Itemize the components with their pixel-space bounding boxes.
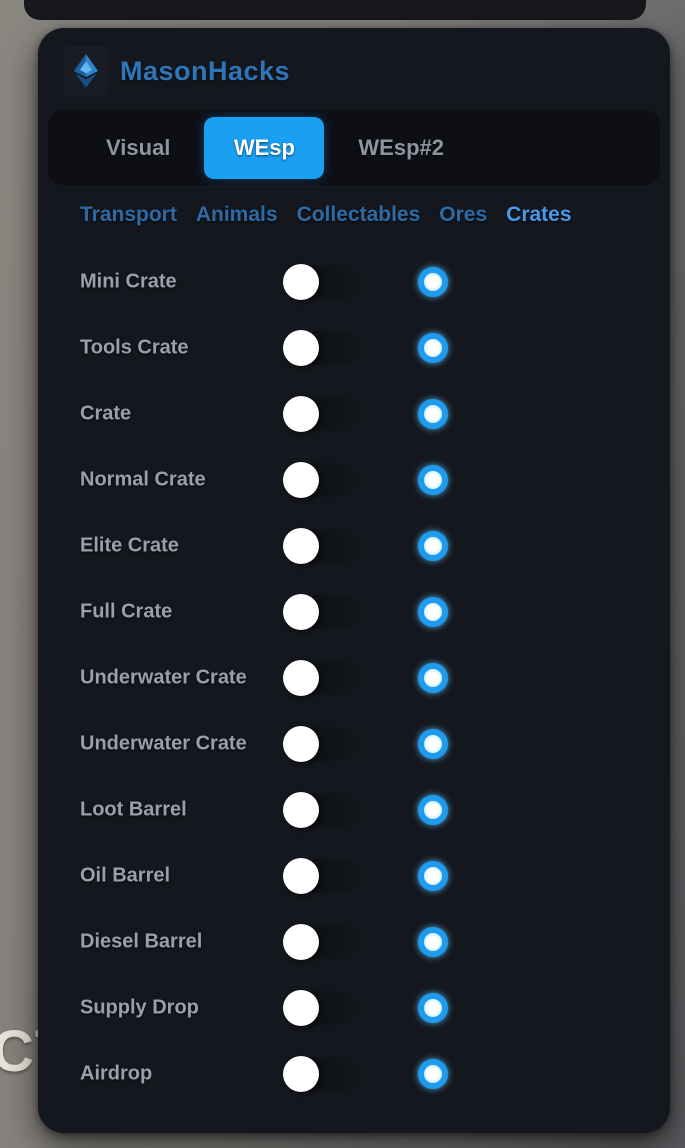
item-toggle[interactable] bbox=[283, 792, 360, 828]
item-color-picker[interactable] bbox=[418, 861, 448, 891]
app-title: MasonHacks bbox=[120, 55, 291, 86]
tab-wesp[interactable]: WEsp bbox=[204, 116, 325, 179]
list-item: Underwater Crate bbox=[38, 645, 670, 711]
toggle-knob bbox=[283, 858, 319, 894]
list-item: Diesel Barrel bbox=[38, 909, 670, 975]
toggle-knob bbox=[283, 990, 319, 1026]
item-toggle[interactable] bbox=[283, 990, 360, 1026]
item-color-picker[interactable] bbox=[418, 1059, 448, 1089]
esp-item-list: Mini Crate Tools Crate Crate Normal Crate El… bbox=[38, 249, 670, 1107]
toggle-knob bbox=[283, 594, 319, 630]
window-header: MasonHacks bbox=[64, 46, 290, 96]
item-toggle[interactable] bbox=[283, 462, 360, 498]
item-color-picker[interactable] bbox=[418, 267, 448, 297]
item-color-picker[interactable] bbox=[418, 333, 448, 363]
main-tab-bar: Visual WEsp WEsp#2 bbox=[48, 110, 660, 185]
toggle-knob bbox=[283, 330, 319, 366]
item-label: Diesel Barrel bbox=[80, 930, 203, 953]
subtab-animals[interactable]: Animals bbox=[195, 203, 278, 226]
item-toggle[interactable] bbox=[283, 924, 360, 960]
toggle-knob bbox=[283, 660, 319, 696]
item-toggle[interactable] bbox=[283, 264, 360, 300]
subtab-collectables[interactable]: Collectables bbox=[296, 203, 421, 226]
item-color-picker[interactable] bbox=[418, 993, 448, 1023]
item-label: Supply Drop bbox=[80, 996, 199, 1019]
list-item: Oil Barrel bbox=[38, 843, 670, 909]
list-item: Full Crate bbox=[38, 579, 670, 645]
item-toggle[interactable] bbox=[283, 726, 360, 762]
toggle-knob bbox=[283, 528, 319, 564]
item-toggle[interactable] bbox=[283, 528, 360, 564]
item-label: Mini Crate bbox=[80, 270, 177, 293]
background-window-edge bbox=[24, 0, 646, 20]
item-toggle[interactable] bbox=[283, 660, 360, 696]
list-item: Loot Barrel bbox=[38, 777, 670, 843]
item-label: Full Crate bbox=[80, 600, 173, 623]
list-item: Underwater Crate bbox=[38, 711, 670, 777]
list-item: Mini Crate bbox=[38, 249, 670, 315]
list-item: Tools Crate bbox=[38, 315, 670, 381]
item-toggle[interactable] bbox=[283, 594, 360, 630]
item-toggle[interactable] bbox=[283, 1056, 360, 1092]
item-label: Normal Crate bbox=[80, 468, 206, 491]
toggle-knob bbox=[283, 462, 319, 498]
item-label: Crate bbox=[80, 402, 132, 425]
tab-visual[interactable]: Visual bbox=[106, 134, 171, 160]
list-item: Airdrop bbox=[38, 1041, 670, 1107]
item-color-picker[interactable] bbox=[418, 399, 448, 429]
subtab-crates[interactable]: Crates bbox=[506, 203, 572, 226]
item-label: Oil Barrel bbox=[80, 864, 171, 887]
item-label: Underwater Crate bbox=[80, 732, 247, 755]
toggle-knob bbox=[283, 396, 319, 432]
tab-wesp-2[interactable]: WEsp#2 bbox=[358, 134, 445, 160]
list-item: Normal Crate bbox=[38, 447, 670, 513]
item-color-picker[interactable] bbox=[418, 597, 448, 627]
item-label: Airdrop bbox=[80, 1062, 153, 1085]
toggle-knob bbox=[283, 792, 319, 828]
item-color-picker[interactable] bbox=[418, 927, 448, 957]
item-color-picker[interactable] bbox=[418, 663, 448, 693]
masonhacks-window: MasonHacks Visual WEsp WEsp#2 Transport Ani… bbox=[38, 28, 670, 1133]
item-label: Loot Barrel bbox=[80, 798, 187, 821]
item-label: Elite Crate bbox=[80, 534, 179, 557]
subtab-transport[interactable]: Transport bbox=[80, 203, 177, 226]
item-color-picker[interactable] bbox=[418, 729, 448, 759]
toggle-knob bbox=[283, 264, 319, 300]
subtab-ores[interactable]: Ores bbox=[439, 203, 488, 226]
category-tab-bar: Transport Animals Collectables Ores Crates bbox=[80, 203, 655, 227]
list-item: Crate bbox=[38, 381, 670, 447]
item-toggle[interactable] bbox=[283, 330, 360, 366]
gem-icon bbox=[64, 46, 108, 96]
toggle-knob bbox=[283, 726, 319, 762]
item-toggle[interactable] bbox=[283, 396, 360, 432]
item-color-picker[interactable] bbox=[418, 465, 448, 495]
list-item: Supply Drop bbox=[38, 975, 670, 1041]
toggle-knob bbox=[283, 924, 319, 960]
item-toggle[interactable] bbox=[283, 858, 360, 894]
item-color-picker[interactable] bbox=[418, 795, 448, 825]
item-label: Underwater Crate bbox=[80, 666, 247, 689]
item-color-picker[interactable] bbox=[418, 531, 448, 561]
list-item: Elite Crate bbox=[38, 513, 670, 579]
toggle-knob bbox=[283, 1056, 319, 1092]
item-label: Tools Crate bbox=[80, 336, 189, 359]
